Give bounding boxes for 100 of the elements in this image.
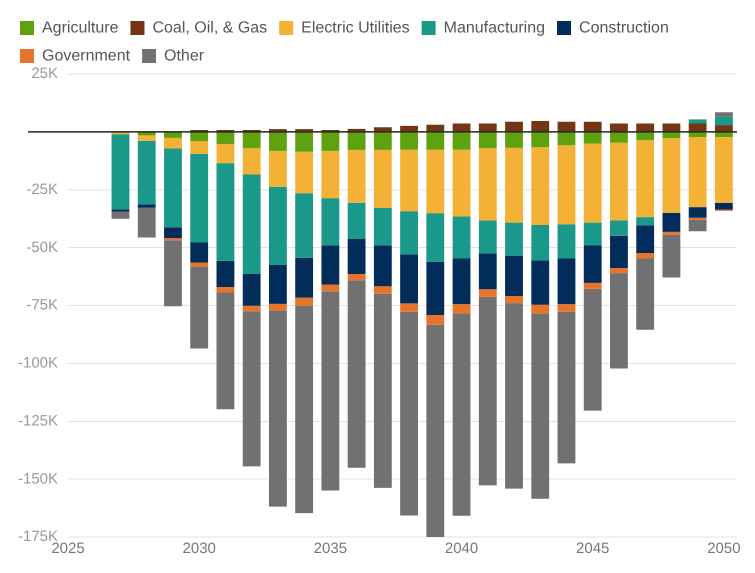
bar xyxy=(531,314,550,499)
bar xyxy=(714,116,733,126)
x-tick-label: 2040 xyxy=(444,540,478,558)
legend-label: Other xyxy=(164,47,205,64)
bar xyxy=(505,148,523,223)
bar xyxy=(452,258,470,304)
bar xyxy=(531,120,550,132)
bar xyxy=(662,124,680,132)
bar xyxy=(348,280,366,468)
y-tick-label: -50K xyxy=(26,238,58,256)
bar xyxy=(400,132,418,150)
bar xyxy=(190,154,208,243)
bar xyxy=(348,150,366,203)
y-tick-label: -100K xyxy=(18,354,58,372)
bar xyxy=(531,147,550,225)
bar xyxy=(216,163,234,261)
bar xyxy=(610,273,628,368)
bar xyxy=(138,140,156,204)
bar xyxy=(138,132,156,136)
bar xyxy=(190,132,208,142)
bar xyxy=(558,224,576,259)
bar xyxy=(400,254,418,304)
bar xyxy=(505,296,523,304)
bar xyxy=(268,150,287,187)
bar xyxy=(374,294,392,488)
bar xyxy=(714,125,733,132)
bar xyxy=(452,132,470,150)
bar xyxy=(164,227,182,238)
bar xyxy=(584,288,602,411)
bar xyxy=(584,282,602,289)
bar xyxy=(478,289,497,297)
bar xyxy=(426,314,444,325)
bar xyxy=(531,224,550,260)
bar xyxy=(478,124,497,132)
bar xyxy=(558,132,576,146)
bar xyxy=(452,124,470,132)
y-tick-label: -150K xyxy=(18,470,58,488)
bar xyxy=(216,144,234,164)
bar xyxy=(321,132,340,151)
bar xyxy=(478,296,497,486)
bar xyxy=(452,304,470,314)
bar xyxy=(374,245,392,286)
bar xyxy=(558,122,576,132)
legend-label: Government xyxy=(42,47,131,64)
bar xyxy=(348,274,366,280)
bar xyxy=(268,264,287,304)
legend-label: Manufacturing xyxy=(444,19,546,36)
bar xyxy=(426,324,444,537)
bar xyxy=(636,217,654,226)
bar xyxy=(452,150,470,216)
bar xyxy=(190,141,208,154)
x-tick-label: 2030 xyxy=(182,540,216,558)
bar xyxy=(242,174,261,274)
bar xyxy=(426,213,444,262)
bar xyxy=(321,198,340,246)
bar xyxy=(636,252,654,259)
bar xyxy=(505,122,523,132)
bar xyxy=(400,211,418,254)
bar xyxy=(584,122,602,132)
bar xyxy=(505,256,523,296)
bar xyxy=(374,150,392,208)
bar xyxy=(662,232,680,235)
bar xyxy=(190,266,208,349)
bar xyxy=(268,186,287,265)
bar xyxy=(348,239,366,274)
bar xyxy=(688,132,707,137)
bar xyxy=(400,312,418,516)
bar xyxy=(714,112,733,117)
bar xyxy=(268,310,287,507)
bar xyxy=(348,202,366,240)
bar xyxy=(321,150,340,198)
bar xyxy=(636,225,654,253)
bar xyxy=(584,222,602,246)
bar xyxy=(164,148,182,228)
bar xyxy=(584,132,602,144)
bar xyxy=(688,119,707,124)
bar xyxy=(610,220,628,236)
bar xyxy=(478,148,497,221)
bar xyxy=(190,242,208,262)
bar xyxy=(531,304,550,314)
bar xyxy=(558,145,576,224)
bar xyxy=(295,193,314,258)
bar xyxy=(662,132,680,138)
bar xyxy=(295,132,314,152)
bar xyxy=(688,124,707,132)
bar xyxy=(636,140,654,218)
bar xyxy=(478,253,497,290)
bar xyxy=(714,202,733,210)
bar xyxy=(295,258,314,298)
bar xyxy=(610,236,628,268)
bar xyxy=(505,222,523,256)
bar xyxy=(688,136,707,208)
bar xyxy=(478,132,497,148)
bar xyxy=(610,132,628,143)
legend-label: Electric Utilities xyxy=(301,19,410,36)
bar xyxy=(610,142,628,221)
bar xyxy=(242,274,261,306)
bar xyxy=(688,207,707,218)
bar xyxy=(400,303,418,312)
bar xyxy=(426,124,444,132)
